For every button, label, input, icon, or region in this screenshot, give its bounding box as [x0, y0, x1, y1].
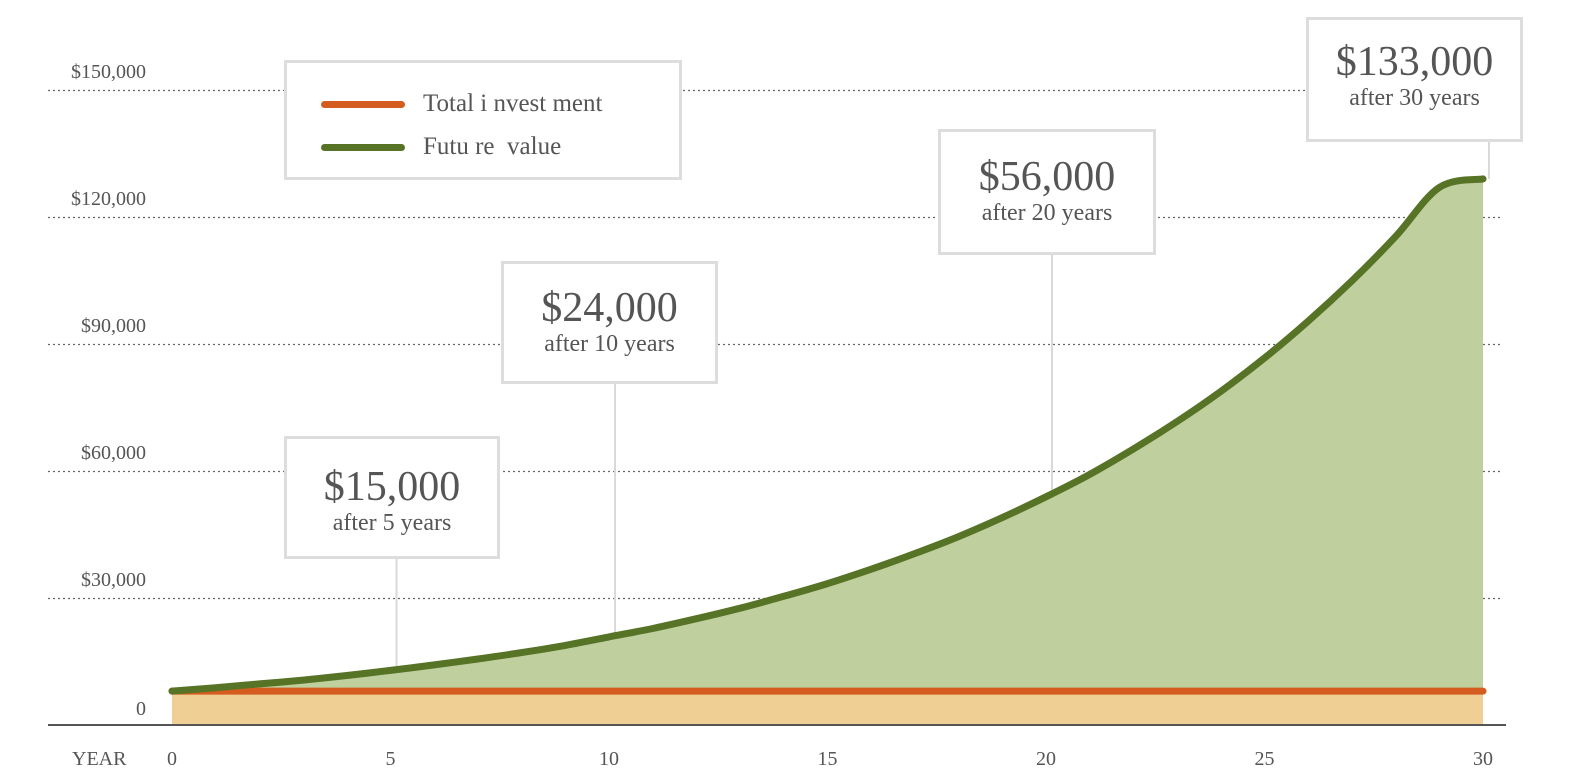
y-tick-label: $150,000	[71, 61, 146, 83]
y-tick-label: $120,000	[71, 188, 146, 210]
callout-connectors	[395, 142, 1490, 671]
callout-year-10: $24,000 after 10 years	[501, 261, 718, 384]
legend-label-total-investment: Total i nvest ment	[423, 90, 603, 117]
x-tick-label: 0	[167, 748, 177, 770]
callout-label-year-20: after 20 years	[981, 200, 1113, 226]
callout-label-year-5: after 5 years	[332, 510, 452, 536]
series-lines	[168, 175, 1487, 695]
y-tick-labels: 0 $30,000 $60,000 $90,000 $120,000 $150,000	[71, 61, 146, 720]
callout-value-year-30: $133,000	[1335, 39, 1494, 85]
callout-value-year-20: $56,000	[978, 154, 1116, 200]
legend-swatch-future-value	[321, 143, 405, 151]
x-tick-labels: YEAR 0 5 10 15 20 25 30	[72, 748, 1493, 770]
x-tick-label: 20	[1036, 748, 1056, 770]
callout-value-year-10: $24,000	[541, 285, 678, 331]
y-tick-label: $90,000	[81, 315, 146, 337]
x-tick-label: 30	[1473, 748, 1493, 770]
x-tick-label: 10	[599, 748, 619, 770]
legend-label-future-value: Futu re value	[423, 133, 562, 160]
future-value-line	[168, 175, 1487, 695]
legend-item-future-value: Futu re value	[321, 132, 561, 162]
investment-area	[172, 691, 1483, 725]
y-tick-label: $60,000	[81, 442, 146, 464]
callout-year-20: $56,000 after 20 years	[938, 129, 1156, 255]
areas	[172, 178, 1483, 725]
callout-year-30: $133,000 after 30 years	[1306, 17, 1523, 142]
x-tick-label: 15	[818, 748, 838, 770]
legend-swatch-total-investment	[321, 100, 405, 108]
callout-label-year-10: after 10 years	[544, 331, 675, 357]
growth-area	[172, 178, 1483, 692]
x-tick-label: 25	[1255, 748, 1275, 770]
x-axis-label: YEAR	[72, 748, 127, 770]
callout-label-year-30: after 30 years	[1349, 85, 1480, 111]
x-tick-label: 5	[386, 748, 396, 770]
y-tick-label: $30,000	[81, 569, 146, 591]
legend-item-total-investment: Total i nvest ment	[321, 89, 602, 119]
legend: Total i nvest ment Futu re value	[284, 60, 682, 180]
callout-value-year-5: $15,000	[323, 464, 461, 510]
y-tick-label: 0	[136, 698, 146, 720]
callout-year-5: $15,000 after 5 years	[284, 436, 500, 559]
